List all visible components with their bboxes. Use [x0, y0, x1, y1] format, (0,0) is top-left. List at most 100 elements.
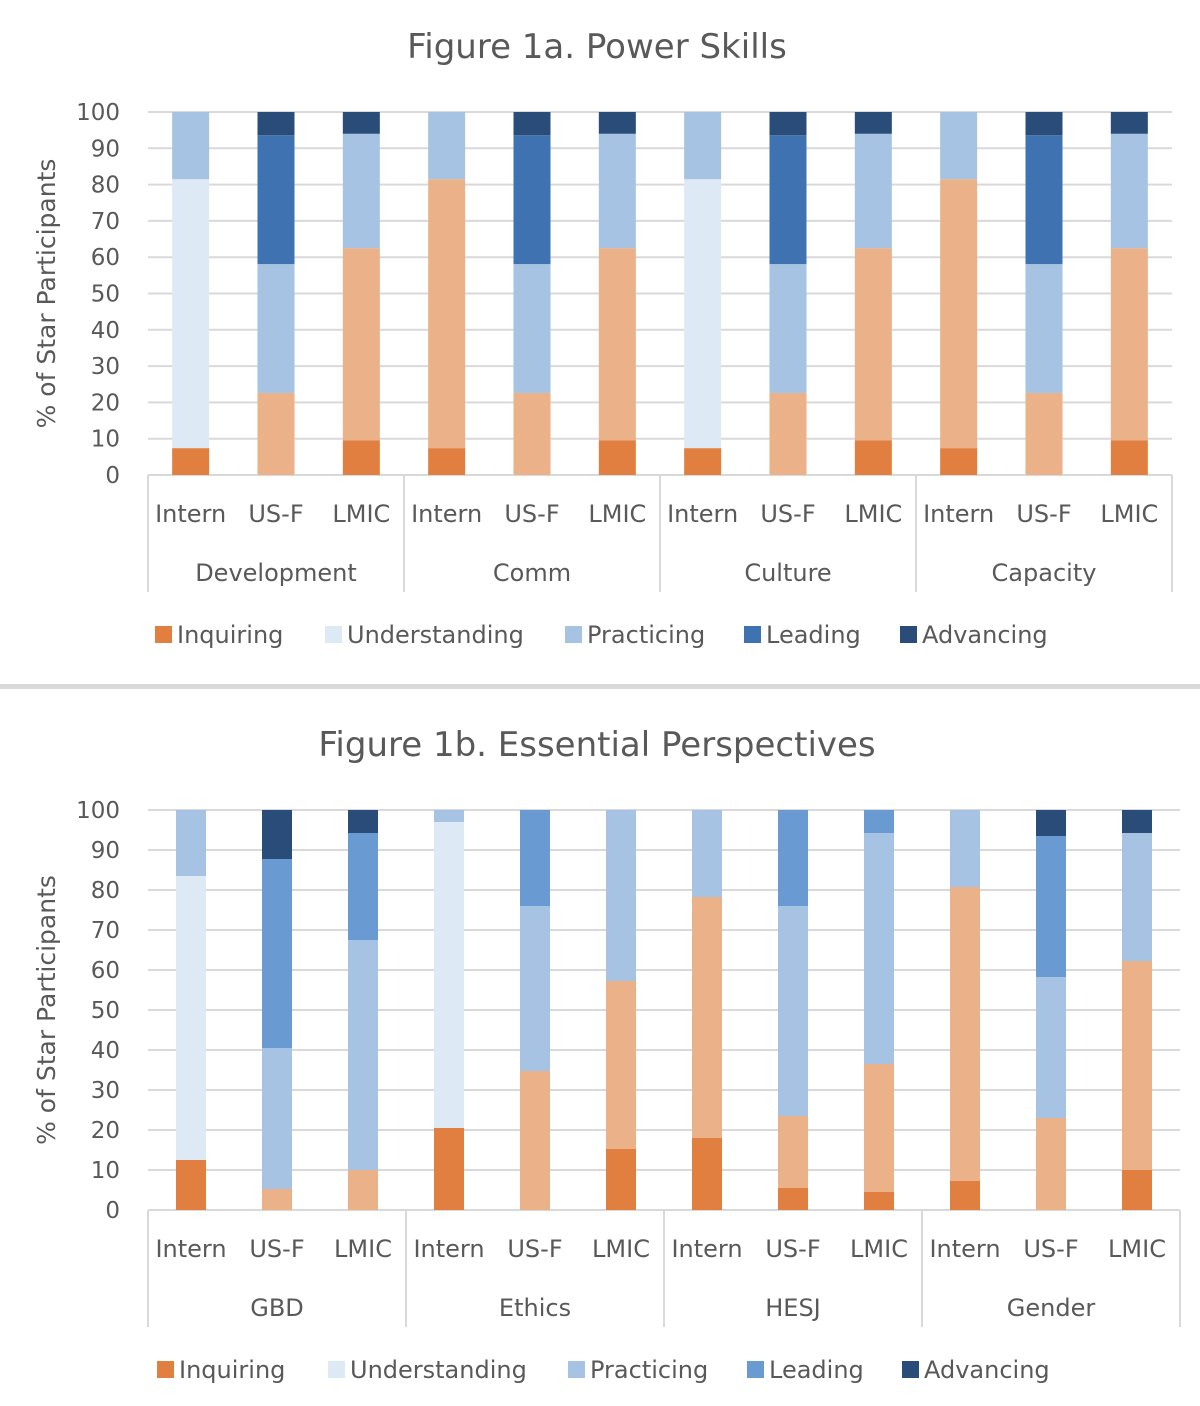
group-label: Gender [1007, 1294, 1096, 1322]
stacked-bar [864, 810, 894, 1210]
bar-segment-understanding [1122, 961, 1152, 1170]
legend-swatch-advancing [902, 1361, 919, 1378]
bar-segment-inquiring [176, 1160, 206, 1210]
bar-segment-advancing [513, 112, 551, 136]
y-tick-label: 90 [91, 838, 120, 864]
bar-segment-practicing [1110, 133, 1148, 249]
bar-segment-leading [348, 833, 378, 940]
bar-segment-understanding [257, 392, 295, 475]
legend-swatch-advancing [900, 626, 917, 643]
category-label: Intern [667, 500, 738, 528]
bar-segment-understanding [950, 887, 980, 1181]
figure-divider [0, 684, 1200, 689]
legend-label: Leading [766, 621, 861, 649]
stacked-bar [342, 112, 380, 475]
bar-segment-practicing [606, 810, 636, 981]
bar-segment-leading [513, 135, 551, 265]
category-label: LMIC [588, 500, 646, 528]
group-label: Ethics [499, 1294, 571, 1322]
category-label: Intern [413, 1235, 484, 1263]
bar-segment-advancing [769, 112, 807, 136]
legend-label: Advancing [922, 621, 1048, 649]
bar-segment-advancing [348, 810, 378, 833]
legend-label: Understanding [347, 621, 524, 649]
y-tick-label: 60 [91, 958, 120, 984]
stacked-bar [257, 112, 295, 475]
bar-segment-practicing [684, 112, 722, 180]
stacked-bar [940, 112, 978, 475]
stacked-bar [778, 810, 808, 1210]
stacked-bar [684, 112, 722, 475]
y-tick-label: 90 [91, 136, 120, 162]
bar-segment-inquiring [684, 448, 722, 475]
bar-segment-understanding [684, 179, 722, 449]
group-label: GBD [250, 1294, 304, 1322]
y-tick-label: 20 [91, 390, 120, 416]
bar-segment-practicing [950, 810, 980, 887]
bar-segment-practicing [348, 940, 378, 1170]
legend-label: Leading [769, 1356, 864, 1384]
y-tick-label: 30 [91, 354, 120, 380]
stacked-bar [428, 112, 466, 475]
bar-segment-understanding [778, 1116, 808, 1188]
category-label: US-F [504, 500, 559, 528]
category-label: US-F [760, 500, 815, 528]
stacked-bar [172, 112, 210, 475]
stacked-bar [1110, 112, 1148, 475]
bar-segment-understanding [428, 179, 466, 449]
category-label: Intern [929, 1235, 1000, 1263]
bar-segment-advancing [598, 112, 636, 134]
y-tick-label: 70 [91, 918, 120, 944]
bar-segment-inquiring [778, 1188, 808, 1210]
category-label: LMIC [592, 1235, 650, 1263]
y-tick-label: 40 [91, 318, 120, 344]
legend-swatch-understanding [325, 626, 342, 643]
bar-segment-inquiring [864, 1192, 894, 1210]
y-tick-label: 60 [91, 245, 120, 271]
legend-label: Understanding [350, 1356, 527, 1384]
chart-1b: Figure 1b. Essential Perspectives 0 10 20 30… [32, 725, 1181, 1384]
legend-label: Inquiring [177, 621, 283, 649]
bar-segment-understanding [1110, 248, 1148, 441]
bar-segment-understanding [598, 248, 636, 441]
stacked-bar [692, 810, 722, 1210]
legend-swatch-inquiring [157, 1361, 174, 1378]
bar-segment-understanding [692, 897, 722, 1138]
bar-segment-advancing [854, 112, 892, 134]
bar-segment-inquiring [1110, 440, 1148, 475]
y-tick-label: 80 [91, 878, 120, 904]
stacked-bar [513, 112, 551, 475]
bar-segment-understanding [769, 392, 807, 475]
category-label: Intern [411, 500, 482, 528]
y-tick-label: 40 [91, 1038, 120, 1064]
stacked-bar [434, 810, 464, 1210]
legend-swatch-inquiring [155, 626, 172, 643]
bar-segment-practicing [598, 133, 636, 249]
category-label: LMIC [1108, 1235, 1166, 1263]
bar-segment-understanding [854, 248, 892, 441]
stacked-bar [598, 112, 636, 475]
bar-segment-practicing [428, 112, 466, 180]
group-label: Culture [744, 559, 831, 587]
category-label: US-F [765, 1235, 820, 1263]
y-tick-label: 50 [91, 282, 120, 308]
category-label: LMIC [844, 500, 902, 528]
bar-segment-practicing [1036, 977, 1066, 1118]
bar-segment-practicing [262, 1048, 292, 1189]
bar-segment-understanding [606, 981, 636, 1149]
bar-segment-inquiring [1122, 1170, 1152, 1210]
bar-segment-leading [257, 135, 295, 265]
y-tick-label: 100 [76, 100, 120, 126]
category-label: Intern [671, 1235, 742, 1263]
bar-segment-practicing [864, 833, 894, 1064]
bar-segment-leading [864, 810, 894, 833]
stacked-bar [520, 810, 550, 1210]
bar-segment-leading [778, 810, 808, 906]
bar-segment-inquiring [950, 1181, 980, 1210]
bar-segment-inquiring [606, 1149, 636, 1210]
bar-segment-advancing [257, 112, 295, 136]
bar-segment-understanding [1036, 1118, 1066, 1210]
bar-segment-leading [520, 810, 550, 906]
bar-segment-inquiring [434, 1128, 464, 1210]
